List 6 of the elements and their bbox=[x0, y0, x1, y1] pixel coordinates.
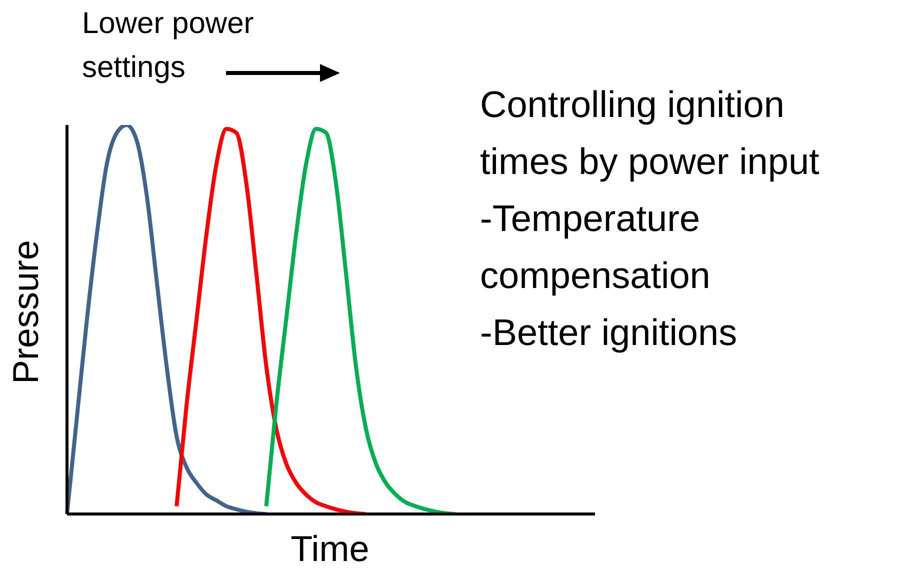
x-axis-title: Time bbox=[290, 528, 370, 570]
annotation: -Temperature compensation bbox=[480, 197, 712, 298]
y-axis-title: Pressure bbox=[5, 240, 47, 384]
annotation: Controlling ignition times by power input bbox=[480, 83, 820, 184]
annotation: -Better ignitions bbox=[480, 311, 738, 355]
text: Lower power settings bbox=[82, 6, 255, 86]
